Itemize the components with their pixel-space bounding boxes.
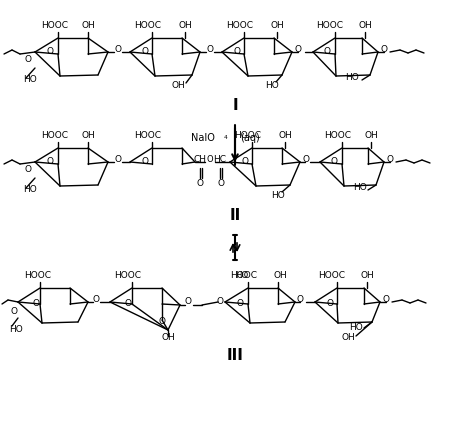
- Text: HOOC: HOOC: [135, 21, 162, 29]
- Text: O: O: [382, 294, 390, 303]
- Text: O: O: [302, 154, 309, 164]
- Text: O: O: [24, 165, 32, 174]
- Text: O: O: [381, 45, 388, 54]
- Text: HOOC: HOOC: [235, 131, 261, 140]
- Text: OH: OH: [360, 272, 374, 281]
- Text: HOOC: HOOC: [325, 131, 351, 140]
- Text: HOOC: HOOC: [41, 131, 68, 140]
- Text: O: O: [331, 157, 338, 166]
- Text: O: O: [185, 297, 192, 306]
- Text: O: O: [234, 48, 241, 57]
- Text: O: O: [324, 48, 331, 57]
- Text: HO: HO: [9, 326, 23, 334]
- Text: HOOC: HOOC: [318, 272, 346, 281]
- Text: O: O: [206, 45, 213, 54]
- Text: HO: HO: [265, 80, 279, 90]
- Text: HO: HO: [345, 74, 359, 83]
- Text: O: O: [10, 307, 17, 317]
- Text: O: O: [141, 48, 148, 57]
- Text: OH: OH: [341, 334, 355, 343]
- Text: O: O: [124, 300, 131, 309]
- Text: O: O: [207, 154, 213, 164]
- Text: OH: OH: [81, 21, 95, 30]
- Text: O: O: [217, 297, 224, 306]
- Text: O: O: [326, 300, 333, 309]
- Text: HO: HO: [23, 186, 37, 194]
- Text: HO: HO: [236, 272, 249, 281]
- Text: OH: OH: [81, 132, 95, 140]
- Text: O: O: [32, 300, 40, 309]
- Text: NaIO: NaIO: [191, 133, 215, 143]
- Text: HOOC: HOOC: [114, 272, 141, 281]
- Text: OH: OH: [161, 334, 175, 343]
- Text: O: O: [24, 55, 32, 65]
- Text: I: I: [232, 98, 238, 112]
- Text: O: O: [218, 179, 225, 189]
- Text: HOOC: HOOC: [135, 131, 162, 140]
- Text: O: O: [47, 48, 54, 57]
- Text: CH: CH: [194, 156, 206, 165]
- Text: OH: OH: [358, 21, 372, 30]
- Text: O: O: [92, 294, 99, 303]
- Text: OH: OH: [270, 21, 284, 30]
- Text: $_4$: $_4$: [223, 133, 228, 143]
- Text: O: O: [236, 300, 244, 309]
- Text: III: III: [227, 347, 244, 363]
- Text: HC: HC: [213, 156, 227, 165]
- Text: (aq): (aq): [240, 133, 260, 143]
- Text: OH: OH: [364, 132, 378, 140]
- Text: O: O: [297, 294, 303, 303]
- Text: HOOC: HOOC: [317, 21, 343, 29]
- Text: HOOC: HOOC: [227, 21, 253, 29]
- Text: OH: OH: [178, 21, 192, 30]
- Text: O: O: [47, 157, 54, 166]
- Text: HOOC: HOOC: [230, 271, 258, 280]
- Text: II: II: [229, 207, 241, 223]
- Text: O: O: [114, 154, 122, 164]
- Text: HO: HO: [271, 190, 285, 199]
- Text: HOOC: HOOC: [24, 272, 51, 281]
- Text: OH: OH: [171, 80, 185, 90]
- Text: HO: HO: [353, 183, 367, 193]
- Text: OH: OH: [278, 132, 292, 140]
- Text: O: O: [141, 157, 148, 166]
- Text: O: O: [387, 154, 393, 164]
- Text: OH: OH: [273, 272, 287, 281]
- Text: O: O: [159, 318, 165, 326]
- Text: HOOC: HOOC: [41, 21, 68, 29]
- Text: O: O: [114, 45, 122, 54]
- Text: O: O: [294, 45, 301, 54]
- Text: O: O: [242, 157, 249, 166]
- Text: O: O: [196, 179, 203, 189]
- Text: HO: HO: [23, 75, 37, 84]
- Text: HO: HO: [349, 323, 363, 333]
